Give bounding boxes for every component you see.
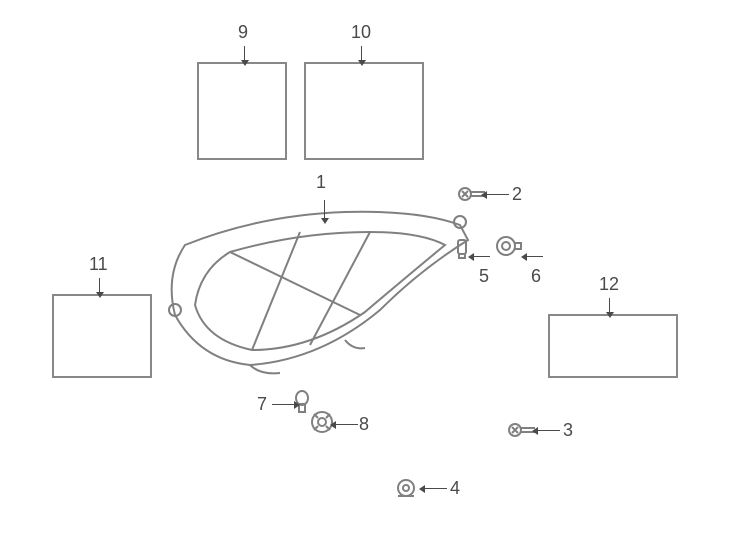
callout-leader-5 bbox=[474, 256, 490, 257]
part-kit-box-11 bbox=[52, 294, 152, 378]
callout-leader-7 bbox=[272, 404, 294, 405]
callout-label-10: 10 bbox=[351, 22, 371, 43]
callout-label-5: 5 bbox=[479, 266, 489, 287]
callout-label-2: 2 bbox=[512, 184, 522, 205]
callout-label-3: 3 bbox=[563, 420, 573, 441]
callout-leader-11 bbox=[99, 278, 100, 292]
callout-label-9: 9 bbox=[238, 22, 248, 43]
callout-label-8: 8 bbox=[359, 414, 369, 435]
callout-leader-12 bbox=[609, 298, 610, 312]
callout-label-6: 6 bbox=[531, 266, 541, 287]
callout-leader-2 bbox=[487, 194, 509, 195]
callout-label-12: 12 bbox=[599, 274, 619, 295]
callout-label-1: 1 bbox=[316, 172, 326, 193]
callout-label-7: 7 bbox=[257, 394, 267, 415]
part-kit-box-10 bbox=[304, 62, 424, 160]
callout-leader-6 bbox=[527, 256, 543, 257]
callout-leader-9 bbox=[244, 46, 245, 60]
part-kit-box-12 bbox=[548, 314, 678, 378]
callout-leader-10 bbox=[361, 46, 362, 60]
callout-label-11: 11 bbox=[89, 254, 108, 275]
callout-leader-1 bbox=[324, 200, 325, 218]
callout-leader-3 bbox=[538, 430, 560, 431]
callout-leader-8 bbox=[336, 424, 358, 425]
callout-label-4: 4 bbox=[450, 478, 460, 499]
part-kit-box-9 bbox=[197, 62, 287, 160]
callout-leader-4 bbox=[425, 488, 447, 489]
